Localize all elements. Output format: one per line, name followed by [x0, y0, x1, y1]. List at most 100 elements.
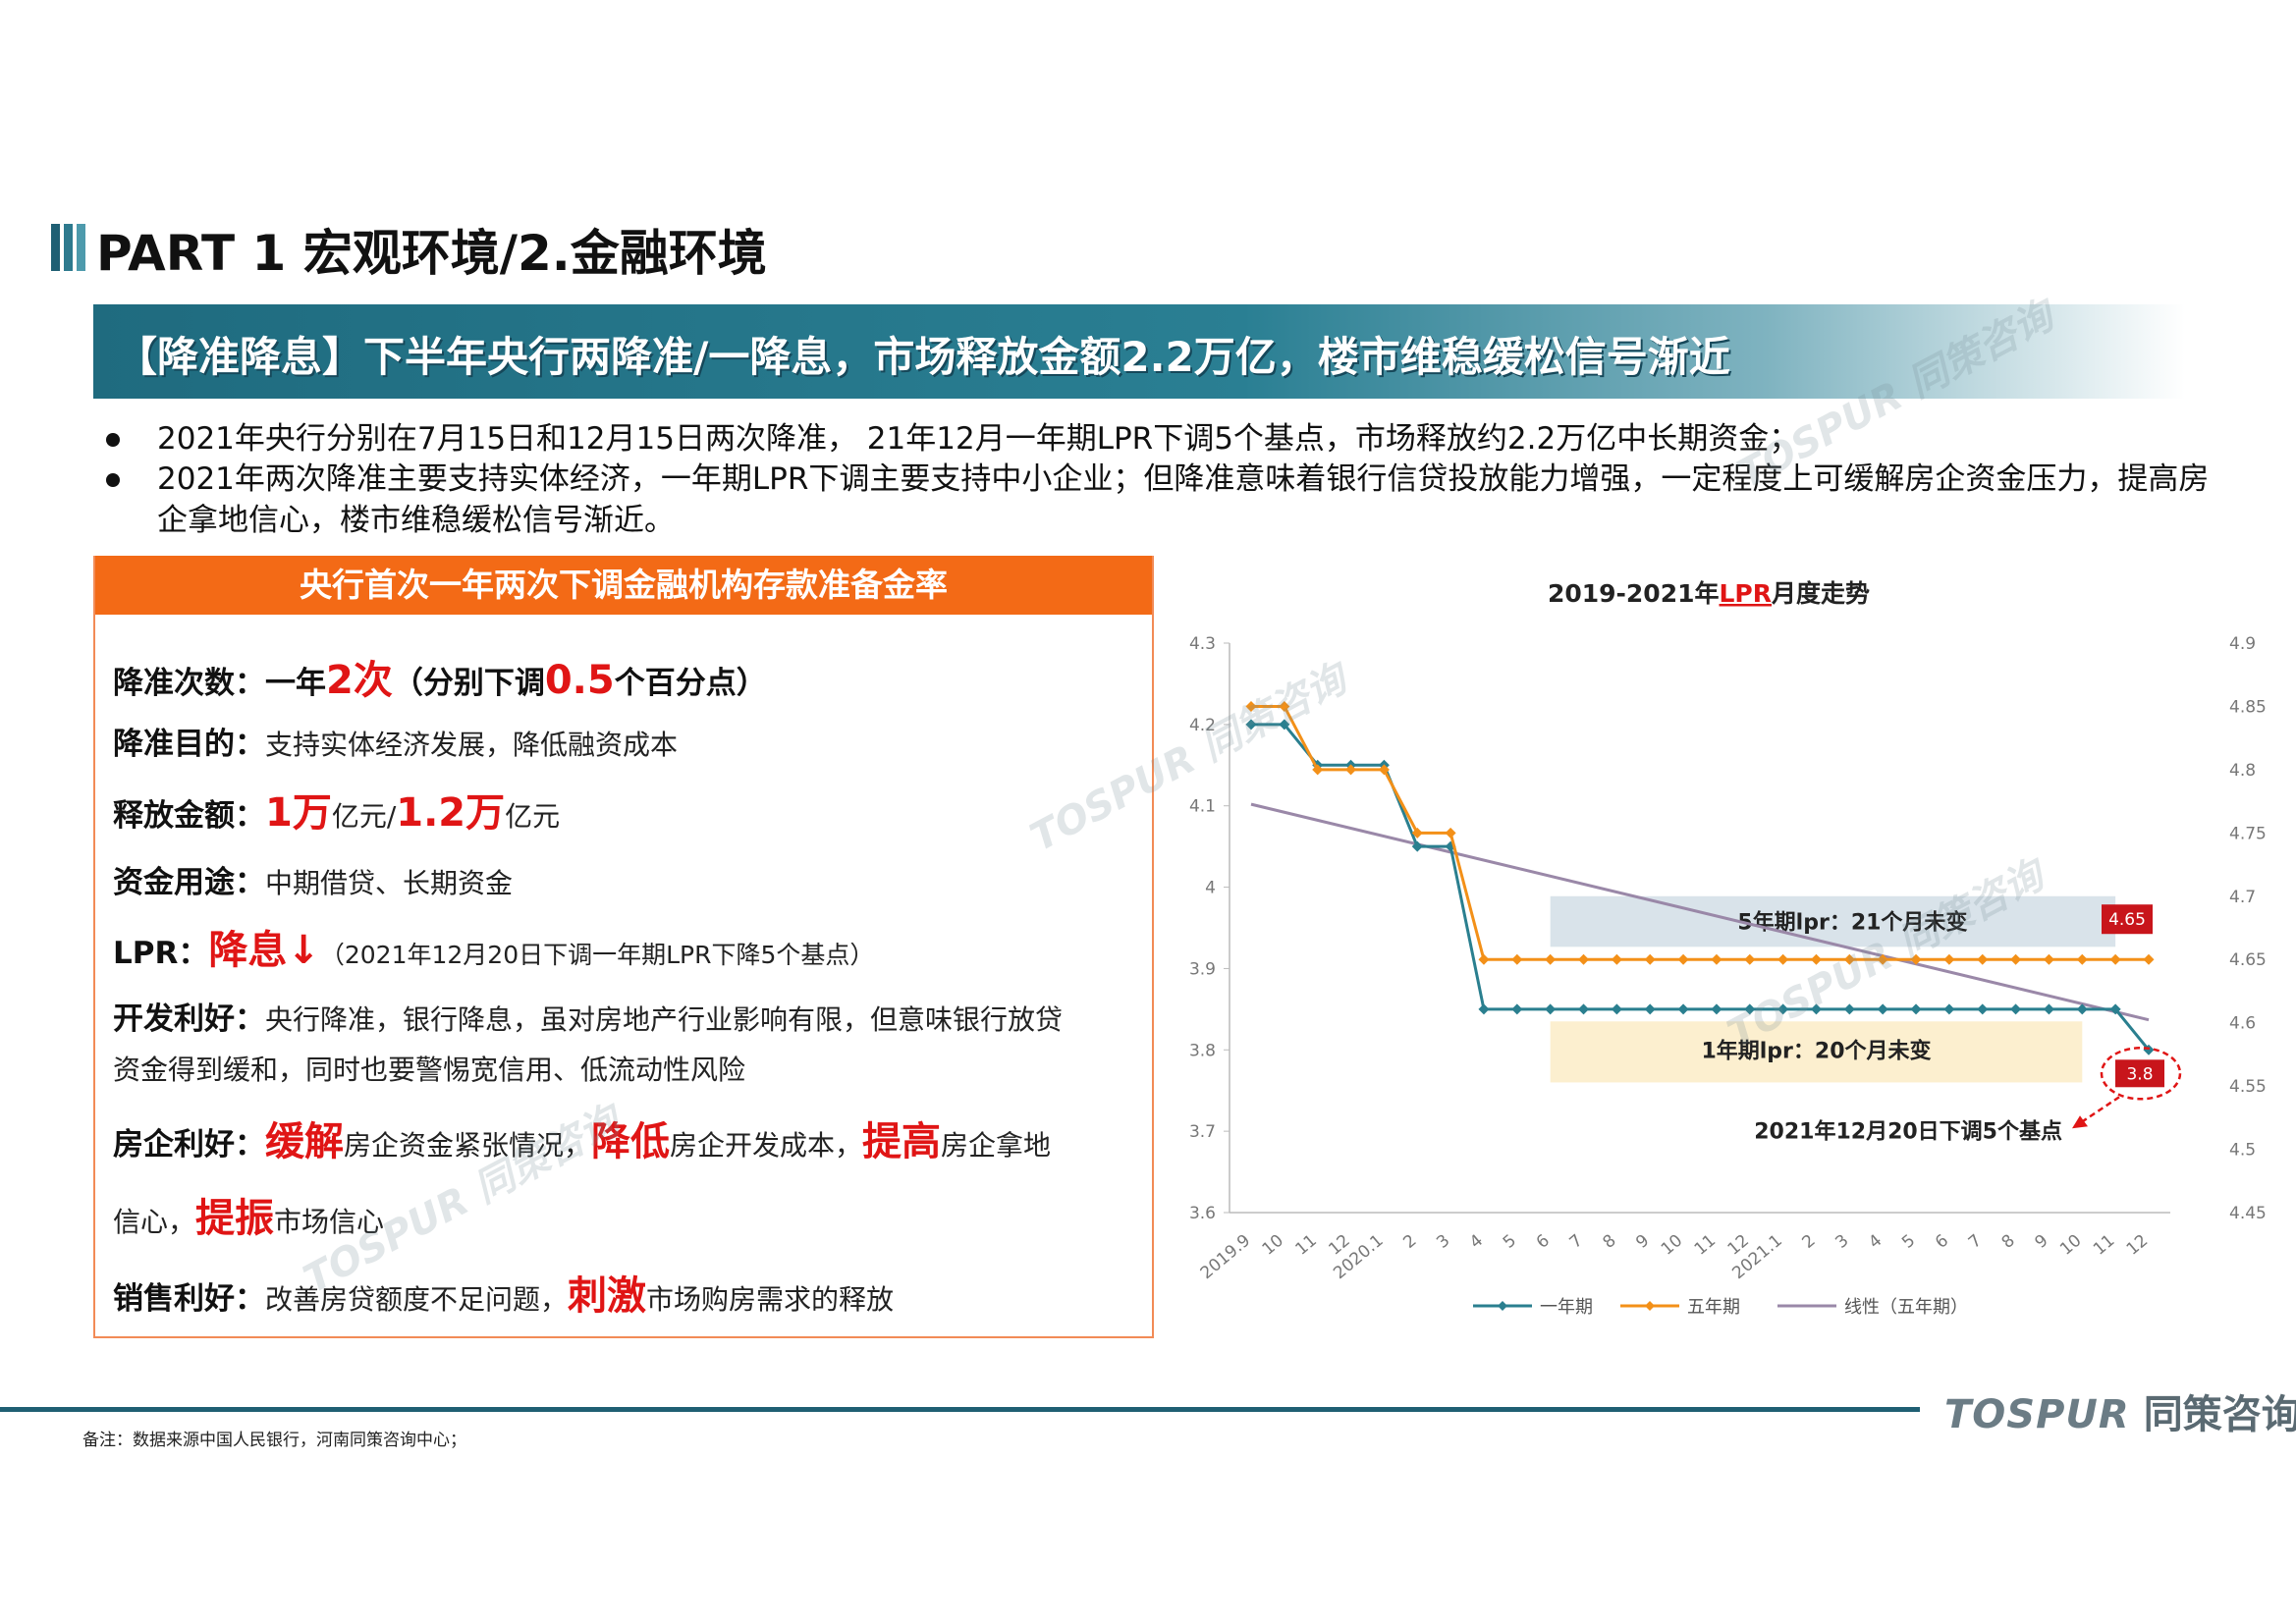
row-dev-benefit: 开发利好：央行降准，银行降息，虽对房地产行业影响有限，但意味银行放贷: [113, 994, 1063, 1038]
bullet-item: 2021年两次降准主要支持实体经济，一年期LPR下调主要支持中小企业；但降准意味…: [106, 459, 2237, 541]
row-fund-use: 资金用途：中期借贷、长期资金: [113, 857, 513, 901]
x-tick-label: 10: [2056, 1231, 2085, 1260]
row-text: 信心，: [113, 1206, 196, 1238]
row-label: 房企利好：: [113, 1127, 265, 1163]
x-tick-label: 10: [1259, 1231, 1287, 1260]
y-right-tick-label: 4.65: [2229, 950, 2267, 970]
row-label: 开发利好：: [113, 1001, 265, 1037]
legend-marker: [1498, 1301, 1507, 1311]
x-tick-label: 11: [2090, 1231, 2118, 1260]
x-tick-label: 5: [1898, 1231, 1919, 1253]
x-tick-label: 2: [1399, 1231, 1420, 1253]
one-year-point: [1644, 1003, 1656, 1015]
one-year-point: [1611, 1003, 1622, 1015]
row-label: 降准目的：: [113, 727, 265, 762]
five-year-box-label: 5年期lpr：21个月未变: [1737, 910, 1967, 936]
five-year-point: [1677, 953, 1689, 965]
y-right-tick-label: 4.45: [2229, 1204, 2267, 1223]
x-tick-label: 2: [1799, 1231, 1820, 1253]
five-year-point: [1810, 953, 1822, 965]
one-year-point: [1677, 1003, 1689, 1015]
x-tick-label: 4: [1865, 1231, 1886, 1253]
row-text: 央行降准，银行降息，虽对房地产行业影响有限，但意味银行放贷: [265, 1003, 1064, 1036]
legend-label: 线性（五年期）: [1844, 1297, 1968, 1318]
brand-name: 同策咨询: [2143, 1392, 2296, 1437]
y-right-tick-label: 4.85: [2229, 697, 2267, 717]
row-text: 房企资金紧张情况，: [344, 1129, 592, 1162]
row-text: 亿元: [505, 800, 561, 833]
policy-card-header: 央行首次一年两次下调金融机构存款准备金率: [95, 556, 1152, 615]
x-tick-label: 12: [2123, 1231, 2152, 1260]
arrow-down-icon: ↓: [287, 928, 320, 973]
row-text: 一年: [265, 666, 326, 701]
x-tick-label: 8: [1998, 1231, 2019, 1253]
five-year-point: [1312, 764, 1324, 776]
five-year-point: [1711, 953, 1722, 965]
highlight-text: 降息: [208, 928, 288, 973]
bullet-dot-icon: [106, 473, 120, 487]
five-year-point: [1345, 764, 1357, 776]
y-left-tick-label: 4.3: [1189, 634, 1216, 654]
five-year-point: [1279, 700, 1290, 712]
badge-465: [2102, 904, 2153, 935]
legend-marker: [1645, 1301, 1655, 1311]
row-text: 亿元/: [331, 800, 397, 833]
five-year-point: [2076, 953, 2088, 965]
page-title: PART 1 宏观环境/2.金融环境: [96, 225, 767, 282]
one-year-point: [1245, 719, 1257, 730]
footer-note: 备注：数据来源中国人民银行，河南同策咨询中心；: [82, 1431, 466, 1450]
chart-plot: 3.6 3.7 3.8 3.9 4 4.1 4.2 4.3 4.45 4.5 4.55 4.6 4.65…: [1189, 634, 2267, 1318]
highlight-text: 缓解: [265, 1119, 344, 1164]
y-left-tick-label: 3.7: [1189, 1122, 1216, 1142]
five-year-point: [1777, 953, 1789, 965]
five-year-point: [1245, 700, 1257, 712]
legend-label: 五年期: [1687, 1297, 1740, 1318]
footer-brand: TOSPUR 同策咨询: [1944, 1382, 2296, 1439]
five-year-point: [1578, 953, 1590, 965]
one-year-point: [1777, 1003, 1789, 1015]
y-right-tick-label: 4.75: [2229, 824, 2267, 843]
five-year-point: [1378, 764, 1390, 776]
one-year-point: [1511, 1003, 1523, 1015]
x-tick-label: 2019.9: [1197, 1231, 1254, 1284]
five-year-point: [1511, 953, 1523, 965]
one-year-point: [1910, 1003, 1922, 1015]
row-label: 降准次数：: [113, 666, 265, 701]
x-tick-label: 3: [1831, 1231, 1852, 1253]
row-text: 中期借贷、长期资金: [265, 867, 514, 899]
highlight-text: 1.2万: [396, 790, 506, 836]
one-year-point: [1578, 1003, 1590, 1015]
one-year-box: [1550, 1021, 2083, 1083]
five-year-point: [2010, 953, 2022, 965]
y-right-tick-label: 4.7: [2229, 888, 2256, 907]
row-text: 市场购房需求的释放: [646, 1283, 895, 1316]
y-right-tick-label: 4.55: [2229, 1077, 2267, 1097]
row-text: 市场信心: [274, 1206, 385, 1238]
five-year-point: [1611, 953, 1622, 965]
cut-note: 2021年12月20日下调5个基点: [1754, 1118, 2062, 1144]
five-year-point: [1644, 953, 1656, 965]
y-right-tick-label: 4.9: [2229, 634, 2256, 654]
highlight-text: 提振: [195, 1196, 275, 1241]
one-year-point: [2143, 1044, 2155, 1055]
one-year-box-label: 1年期lpr：20个月未变: [1701, 1038, 1931, 1063]
chart-title: 2019-2021年LPR月度走势: [1548, 579, 1870, 608]
row-developer-benefit-cont: 信心，提振市场信心: [113, 1186, 384, 1243]
x-tick-label: 6: [1932, 1231, 1952, 1253]
y-right-tick-label: 4.8: [2229, 761, 2256, 781]
legend-label: 一年期: [1540, 1297, 1593, 1318]
lpr-chart: 2019-2021年LPR月度走势 3.6 3.7 3.8 3.9 4 4.1 4.2 4.3…: [1189, 579, 2267, 1318]
highlight-text: 1万: [265, 790, 332, 836]
x-tick-label: 4: [1466, 1231, 1487, 1253]
one-year-point: [1711, 1003, 1722, 1015]
highlight-text: 刺激: [568, 1273, 647, 1319]
five-year-point: [1977, 953, 1989, 965]
one-year-point: [1478, 1003, 1490, 1015]
series-line-one-year: [1251, 723, 2151, 1052]
one-year-point: [1279, 719, 1290, 730]
one-year-point: [1810, 1003, 1822, 1015]
badge-38-label: 3.8: [2126, 1064, 2153, 1084]
row-text: 个百分点）: [614, 666, 767, 701]
five-year-box: [1550, 895, 2116, 947]
row-text: 房企开发成本，: [670, 1129, 863, 1162]
